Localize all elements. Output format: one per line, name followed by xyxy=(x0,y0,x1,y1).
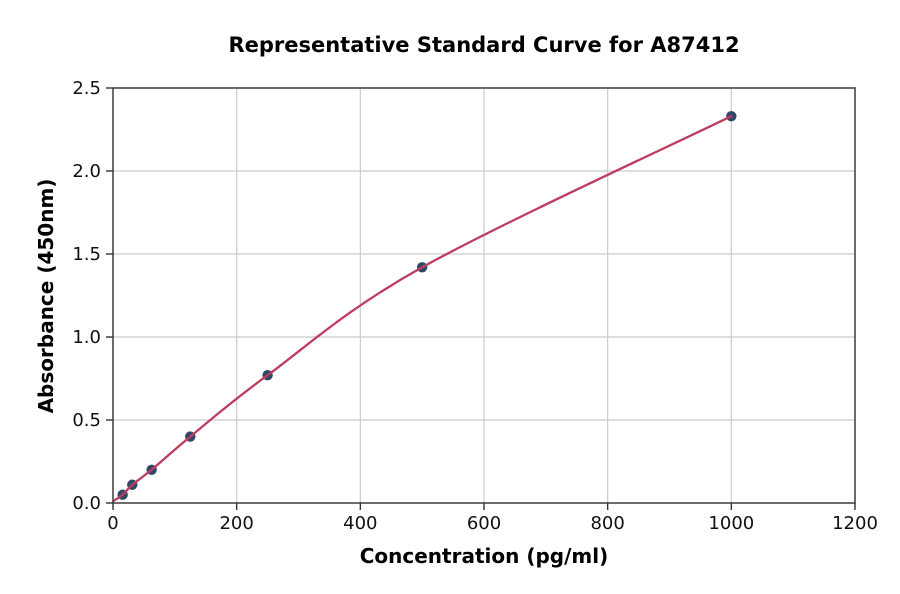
y-tick-label: 0.0 xyxy=(72,493,101,514)
y-tick-label: 2.0 xyxy=(72,161,101,182)
y-tick-label: 1.0 xyxy=(72,327,101,348)
x-tick-label: 1000 xyxy=(708,513,754,534)
x-tick-label: 200 xyxy=(219,513,253,534)
y-tick-label: 0.5 xyxy=(72,410,101,431)
y-tick-label: 2.5 xyxy=(72,78,101,99)
x-tick-label: 800 xyxy=(590,513,624,534)
y-tick-label: 1.5 xyxy=(72,244,101,265)
y-axis-label: Absorbance (450nm) xyxy=(34,178,58,414)
x-tick-label: 400 xyxy=(343,513,377,534)
x-axis-label: Concentration (pg/ml) xyxy=(359,544,609,568)
chart-title: Representative Standard Curve for A87412 xyxy=(228,33,740,57)
x-tick-label: 600 xyxy=(467,513,501,534)
x-tick-label: 0 xyxy=(107,513,118,534)
fit-curve-line xyxy=(111,115,733,503)
x-tick-label: 1200 xyxy=(832,513,878,534)
